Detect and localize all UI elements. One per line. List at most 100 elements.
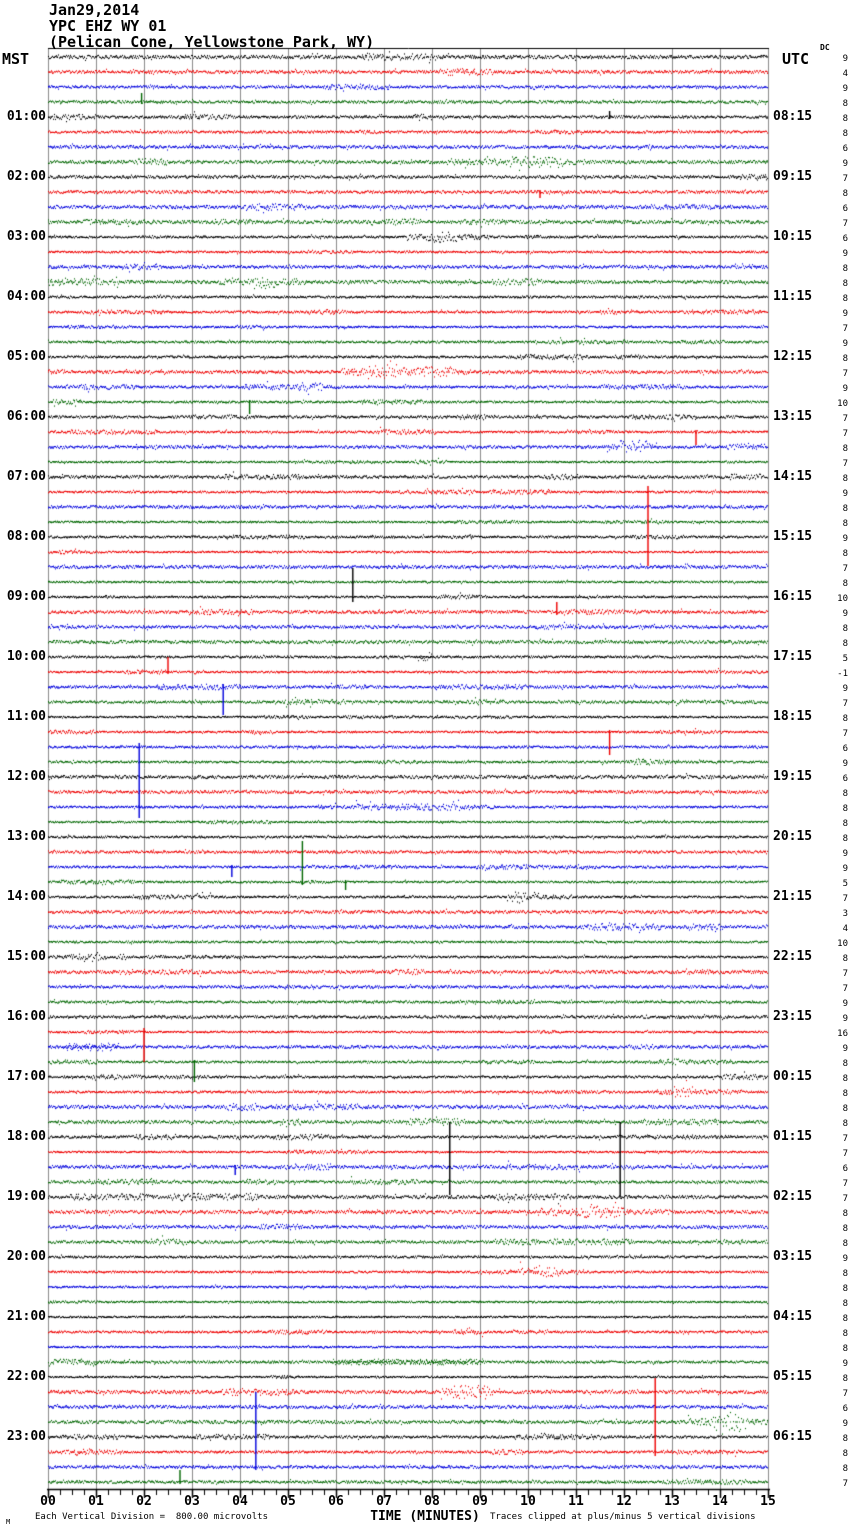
minute-tick-label: 06: [328, 1494, 344, 1509]
dc-offset-value: 5: [842, 654, 848, 664]
minute-tick-label: 02: [136, 1494, 152, 1509]
mst-time-label: 21:00: [6, 1309, 46, 1324]
dc-offset-value: 8: [842, 264, 848, 274]
dc-offset-value: 8: [842, 1269, 848, 1279]
minute-tick-label: 15: [760, 1494, 776, 1509]
utc-time-label: 21:15: [773, 889, 813, 904]
minute-tick-label: 08: [424, 1494, 440, 1509]
title-location: (Pelican Cone, Yellowstone Park, WY): [49, 33, 375, 51]
utc-time-label: 14:15: [773, 469, 813, 484]
dc-offset-value: 8: [842, 639, 848, 649]
dc-offset-value: 8: [842, 624, 848, 634]
dc-offset-value: 8: [842, 444, 848, 454]
dc-offset-value: 7: [842, 1479, 848, 1489]
dc-offset-value: 9: [842, 864, 848, 874]
dc-offset-value: 8: [842, 834, 848, 844]
utc-time-label: 16:15: [773, 589, 813, 604]
dc-column-label: DC: [820, 43, 830, 52]
dc-offset-value: 7: [842, 729, 848, 739]
dc-offset-value: 8: [842, 1434, 848, 1444]
utc-time-label: 11:15: [773, 289, 813, 304]
utc-time-label: 06:15: [773, 1429, 813, 1444]
x-axis-title: TIME (MINUTES): [370, 1509, 480, 1524]
dc-offset-value: 9: [842, 849, 848, 859]
dc-offset-value: 8: [842, 189, 848, 199]
dc-offset-value: 9: [842, 309, 848, 319]
minute-tick-label: 01: [88, 1494, 104, 1509]
dc-offset-value: 6: [842, 1404, 848, 1414]
dc-offset-value: 8: [842, 1449, 848, 1459]
utc-time-label: 20:15: [773, 829, 813, 844]
dc-offset-value: 9: [842, 84, 848, 94]
dc-offset-value: 4: [842, 924, 848, 934]
mst-time-label: 09:00: [6, 589, 46, 604]
mst-time-label: 19:00: [6, 1189, 46, 1204]
utc-time-label: 04:15: [773, 1309, 813, 1324]
minute-tick-label: 10: [520, 1494, 536, 1509]
dc-offset-value: 8: [842, 1284, 848, 1294]
utc-time-label: 09:15: [773, 169, 813, 184]
dc-offset-value: 9: [842, 759, 848, 769]
dc-offset-value: 6: [842, 204, 848, 214]
dc-offset-value: 6: [842, 774, 848, 784]
mst-time-label: 05:00: [6, 349, 46, 364]
dc-offset-value: 8: [842, 1224, 848, 1234]
mst-axis-label: MST: [2, 50, 30, 68]
utc-time-label: 18:15: [773, 709, 813, 724]
minute-tick-label: 11: [568, 1494, 584, 1509]
dc-offset-value: 8: [842, 954, 848, 964]
dc-offset-value: 9: [842, 1254, 848, 1264]
minute-tick-label: 04: [232, 1494, 248, 1509]
dc-offset-value: 10: [837, 594, 848, 604]
dc-offset-value: 7: [842, 1134, 848, 1144]
dc-offset-value: 9: [842, 489, 848, 499]
utc-time-label: 02:15: [773, 1189, 813, 1204]
dc-offset-value: 5: [842, 879, 848, 889]
dc-offset-value: 7: [842, 174, 848, 184]
dc-offset-value: 8: [842, 1329, 848, 1339]
dc-offset-value: 9: [842, 54, 848, 64]
dc-offset-value: 8: [842, 1089, 848, 1099]
dc-offset-value: 7: [842, 699, 848, 709]
mst-time-label: 17:00: [6, 1069, 46, 1084]
dc-offset-value: 9: [842, 609, 848, 619]
dc-offset-value: 6: [842, 744, 848, 754]
utc-time-label: 19:15: [773, 769, 813, 784]
dc-offset-value: 8: [842, 1374, 848, 1384]
dc-offset-value: 8: [842, 579, 848, 589]
minute-tick-label: 07: [376, 1494, 392, 1509]
mst-time-label: 16:00: [6, 1009, 46, 1024]
utc-time-label: 22:15: [773, 949, 813, 964]
dc-offset-value: 9: [842, 159, 848, 169]
utc-time-label: 00:15: [773, 1069, 813, 1084]
mst-time-label: 08:00: [6, 529, 46, 544]
dc-offset-value: 7: [842, 429, 848, 439]
dc-offset-value: 8: [842, 804, 848, 814]
dc-offset-value: 8: [842, 279, 848, 289]
dc-offset-value: 7: [842, 219, 848, 229]
dc-offset-value: 8: [842, 129, 848, 139]
minute-tick-label: 12: [616, 1494, 632, 1509]
mst-time-label: 20:00: [6, 1249, 46, 1264]
dc-offset-value: 10: [837, 939, 848, 949]
scale-note: Each Vertical Division = 800.00 microvol…: [35, 1512, 268, 1522]
dc-offset-value: 8: [842, 1299, 848, 1309]
dc-offset-value: 7: [842, 369, 848, 379]
minute-tick-label: 05: [280, 1494, 296, 1509]
mst-time-label: 11:00: [6, 709, 46, 724]
dc-offset-value: 8: [842, 114, 848, 124]
utc-time-label: 10:15: [773, 229, 813, 244]
dc-offset-value: 8: [842, 1104, 848, 1114]
utc-time-label: 13:15: [773, 409, 813, 424]
mst-time-label: 13:00: [6, 829, 46, 844]
dc-offset-value: 8: [842, 519, 848, 529]
dc-offset-value: 8: [842, 1059, 848, 1069]
dc-offset-value: 16: [837, 1029, 848, 1039]
dc-offset-value: 7: [842, 564, 848, 574]
dc-offset-value: 8: [842, 354, 848, 364]
mst-time-label: 01:00: [6, 109, 46, 124]
dc-offset-value: 6: [842, 144, 848, 154]
dc-offset-value: 4: [842, 69, 848, 79]
dc-offset-value: 7: [842, 459, 848, 469]
